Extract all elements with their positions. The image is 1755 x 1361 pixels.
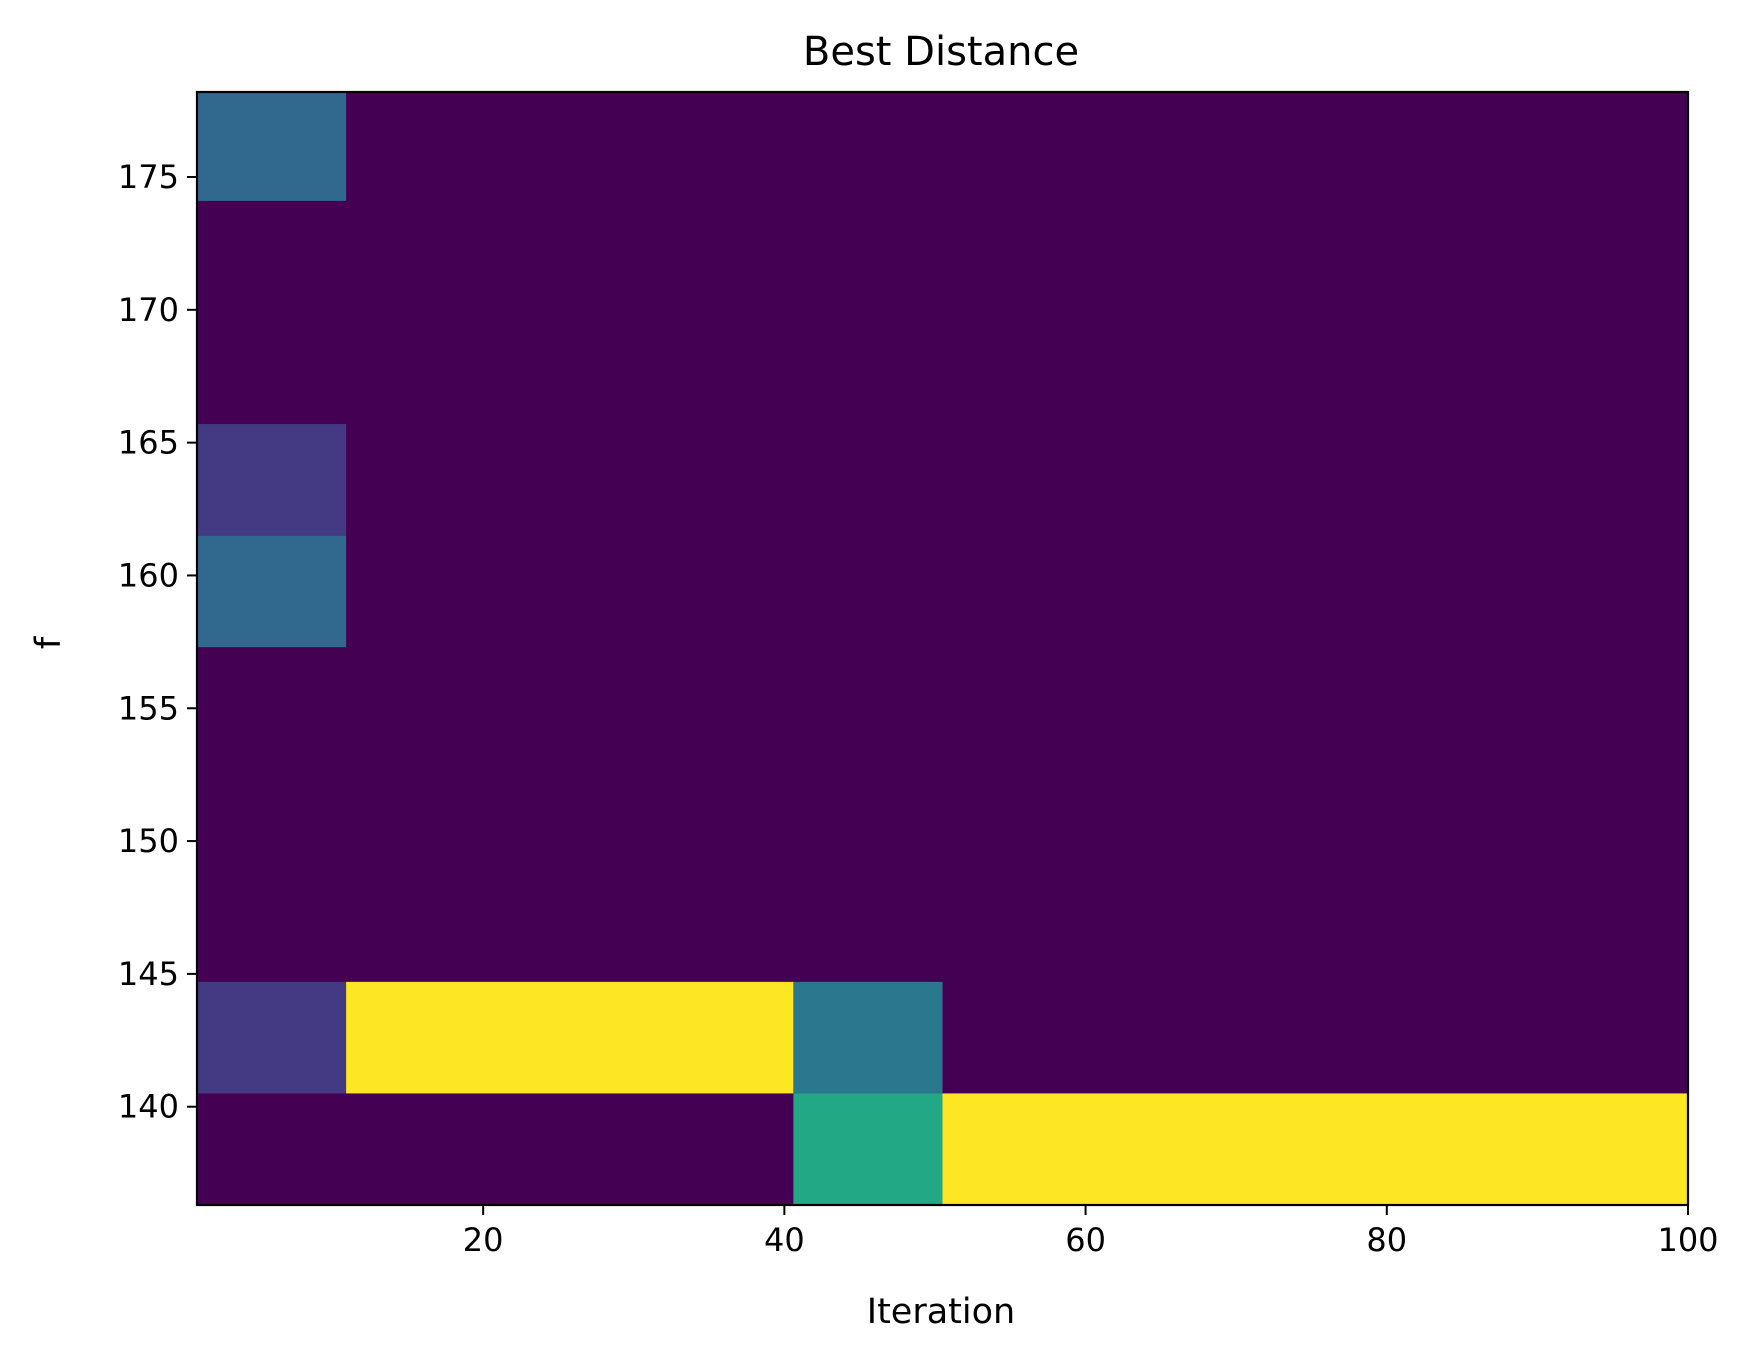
y-axis-ticks: 140 145 150 155 160 165 170 175 xyxy=(118,158,197,1126)
heatmap-cell xyxy=(942,1093,1688,1205)
heatmap-cell xyxy=(197,424,347,536)
heatmap-cell xyxy=(197,92,347,201)
heatmap-cell xyxy=(346,981,794,1094)
heatmap-cell xyxy=(793,1093,943,1205)
chart-title: Best Distance xyxy=(803,29,1079,75)
x-tick-label: 20 xyxy=(463,1221,504,1259)
y-tick-label: 150 xyxy=(118,822,179,860)
plot-area xyxy=(197,92,1688,1205)
heatmap-cell xyxy=(197,535,347,648)
y-tick-label: 155 xyxy=(118,689,179,727)
y-tick-label: 175 xyxy=(118,158,179,196)
x-tick-label: 60 xyxy=(1065,1221,1106,1259)
x-axis-ticks: 20 40 60 80 100 xyxy=(463,1205,1719,1259)
x-axis-label: Iteration xyxy=(867,1292,1015,1332)
y-tick-label: 170 xyxy=(118,291,179,329)
heatmap-cell xyxy=(793,981,943,1094)
y-tick-label: 145 xyxy=(118,955,179,993)
heatmap-cell xyxy=(197,981,347,1094)
x-tick-label: 80 xyxy=(1366,1221,1407,1259)
x-tick-label: 100 xyxy=(1657,1221,1718,1259)
y-tick-label: 165 xyxy=(118,424,179,462)
plot-frame xyxy=(195,90,1690,1207)
y-tick-label: 160 xyxy=(118,556,179,594)
y-axis-label: f xyxy=(29,636,69,649)
y-tick-label: 140 xyxy=(118,1088,179,1126)
x-tick-label: 40 xyxy=(764,1221,805,1259)
